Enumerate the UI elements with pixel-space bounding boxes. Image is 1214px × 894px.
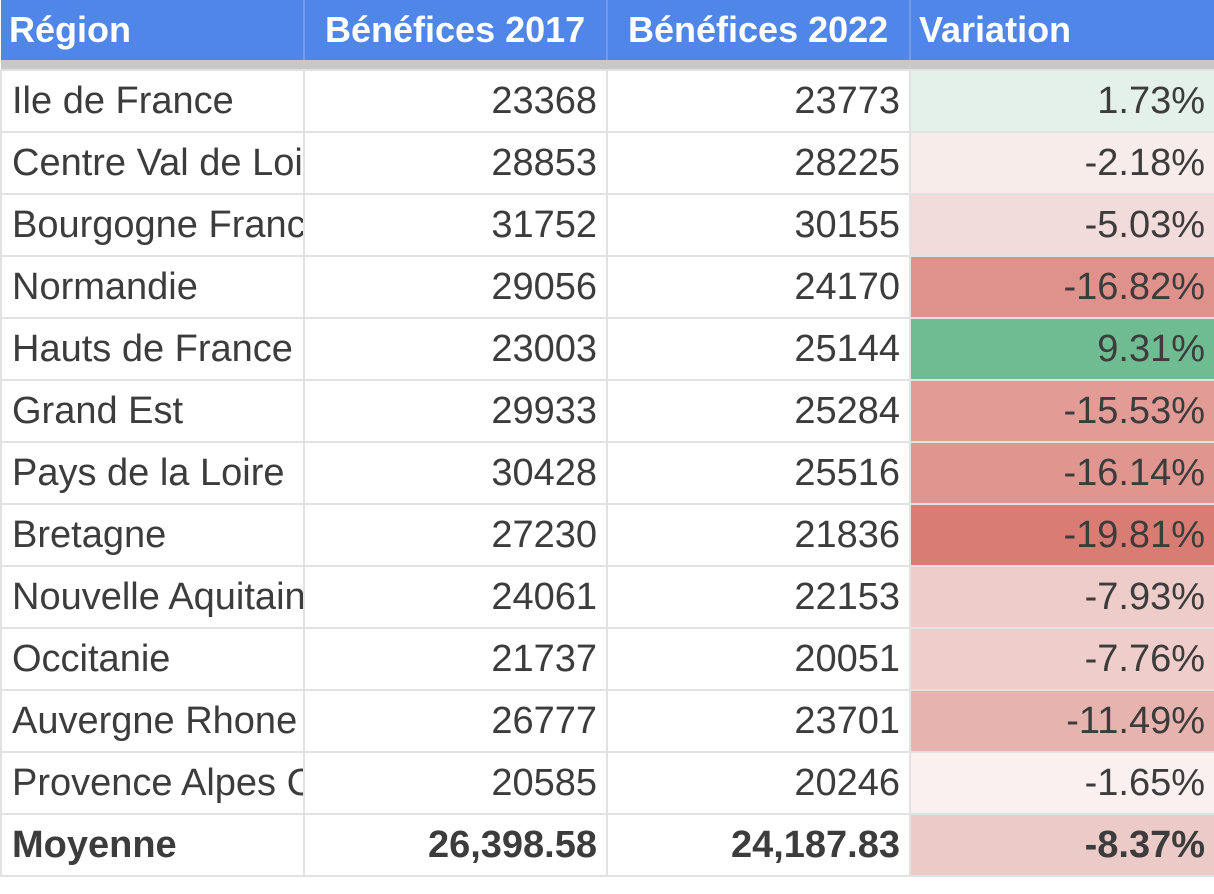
table-row: Pays de la Loire 30428 25516 -16.14%	[0, 441, 1214, 505]
cell-benefices-2017[interactable]: 28853	[303, 131, 608, 195]
cell-benefices-2022[interactable]: 21836	[606, 503, 911, 567]
cell-benefices-2017[interactable]: 31752	[303, 193, 608, 257]
cell-region[interactable]: Normandie	[0, 255, 305, 319]
cell-region[interactable]: Moyenne	[0, 813, 305, 877]
cell-benefices-2017[interactable]: 29056	[303, 255, 608, 319]
cell-region[interactable]: Hauts de France	[0, 317, 305, 381]
total-row: Moyenne 26,398.58 24,187.83 -8.37%	[0, 813, 1214, 877]
cell-benefices-2022[interactable]: 30155	[606, 193, 911, 257]
cell-region[interactable]: Occitanie	[0, 627, 305, 691]
cell-benefices-2022[interactable]: 20051	[606, 627, 911, 691]
header-row: Région Bénéfices 2017 Bénéfices 2022 Var…	[1, 0, 1214, 60]
table-row: Hauts de France 23003 25144 9.31%	[0, 317, 1214, 381]
cell-variation[interactable]: -8.37%	[909, 813, 1214, 877]
cell-variation[interactable]: -7.93%	[909, 565, 1214, 629]
header-benefices-2022[interactable]: Bénéfices 2022	[607, 0, 911, 60]
frozen-row-divider[interactable]	[1, 60, 1214, 70]
cell-variation[interactable]: 1.73%	[909, 69, 1214, 133]
cell-variation[interactable]: -11.49%	[909, 689, 1214, 753]
header-region[interactable]: Région	[1, 0, 305, 60]
cell-benefices-2017[interactable]: 27230	[303, 503, 608, 567]
cell-benefices-2017[interactable]: 20585	[303, 751, 608, 815]
cell-benefices-2022[interactable]: 25284	[606, 379, 911, 443]
cell-benefices-2022[interactable]: 20246	[606, 751, 911, 815]
table-row: Ile de France 23368 23773 1.73%	[0, 69, 1214, 133]
cell-variation[interactable]: 9.31%	[909, 317, 1214, 381]
cell-benefices-2017[interactable]: 23003	[303, 317, 608, 381]
cell-variation[interactable]: -2.18%	[909, 131, 1214, 195]
cell-region[interactable]: Ile de France	[0, 69, 305, 133]
table-row: Grand Est 29933 25284 -15.53%	[0, 379, 1214, 443]
cell-benefices-2022[interactable]: 23773	[606, 69, 911, 133]
cell-variation[interactable]: -19.81%	[909, 503, 1214, 567]
cell-region[interactable]: Bretagne	[0, 503, 305, 567]
cell-benefices-2022[interactable]: 22153	[606, 565, 911, 629]
table-row: Bourgogne Franche Comté3175230155-5.03%	[0, 193, 1214, 257]
cell-benefices-2017[interactable]: 26,398.58	[303, 813, 608, 877]
cell-region[interactable]: Bourgogne Franche Comté	[0, 193, 305, 257]
cell-benefices-2017[interactable]: 29933	[303, 379, 608, 443]
cell-variation[interactable]: -16.14%	[909, 441, 1214, 505]
cell-region[interactable]: Centre Val de Loire	[0, 131, 305, 195]
cell-region[interactable]: Pays de la Loire	[0, 441, 305, 505]
cell-benefices-2022[interactable]: 24,187.83	[606, 813, 911, 877]
cell-variation[interactable]: -5.03%	[909, 193, 1214, 257]
cell-region[interactable]: Auvergne Rhone Alpes	[0, 689, 305, 753]
table-row: Occitanie 21737 20051 -7.76%	[0, 627, 1214, 691]
table-row: Normandie 29056 24170 -16.82%	[0, 255, 1214, 319]
table-row: Nouvelle Aquitaine 24061 22153 -7.93%	[0, 565, 1214, 629]
table-row: Bretagne 27230 21836 -19.81%	[0, 503, 1214, 567]
cell-variation[interactable]: -7.76%	[909, 627, 1214, 691]
cell-benefices-2017[interactable]: 24061	[303, 565, 608, 629]
table-row: Auvergne Rhone Alpes2677723701-11.49%	[0, 689, 1214, 753]
cell-variation[interactable]: -16.82%	[909, 255, 1214, 319]
header-benefices-2017[interactable]: Bénéfices 2017	[304, 0, 608, 60]
cell-region[interactable]: Grand Est	[0, 379, 305, 443]
cell-benefices-2022[interactable]: 24170	[606, 255, 911, 319]
cell-region[interactable]: Provence Alpes Côte d'Azur	[0, 751, 305, 815]
cell-benefices-2017[interactable]: 30428	[303, 441, 608, 505]
cell-benefices-2022[interactable]: 23701	[606, 689, 911, 753]
cell-benefices-2022[interactable]: 25516	[606, 441, 911, 505]
header-variation[interactable]: Variation	[910, 0, 1214, 60]
table-row: Provence Alpes Côte d'Azur2058520246-1.6…	[0, 751, 1214, 815]
cell-benefices-2017[interactable]: 26777	[303, 689, 608, 753]
cell-benefices-2022[interactable]: 28225	[606, 131, 911, 195]
cell-region[interactable]: Nouvelle Aquitaine	[0, 565, 305, 629]
cell-variation[interactable]: -1.65%	[909, 751, 1214, 815]
cell-benefices-2017[interactable]: 23368	[303, 69, 608, 133]
table-row: Centre Val de Loire2885328225-2.18%	[0, 131, 1214, 195]
cell-benefices-2022[interactable]: 25144	[606, 317, 911, 381]
cell-benefices-2017[interactable]: 21737	[303, 627, 608, 691]
cell-variation[interactable]: -15.53%	[909, 379, 1214, 443]
